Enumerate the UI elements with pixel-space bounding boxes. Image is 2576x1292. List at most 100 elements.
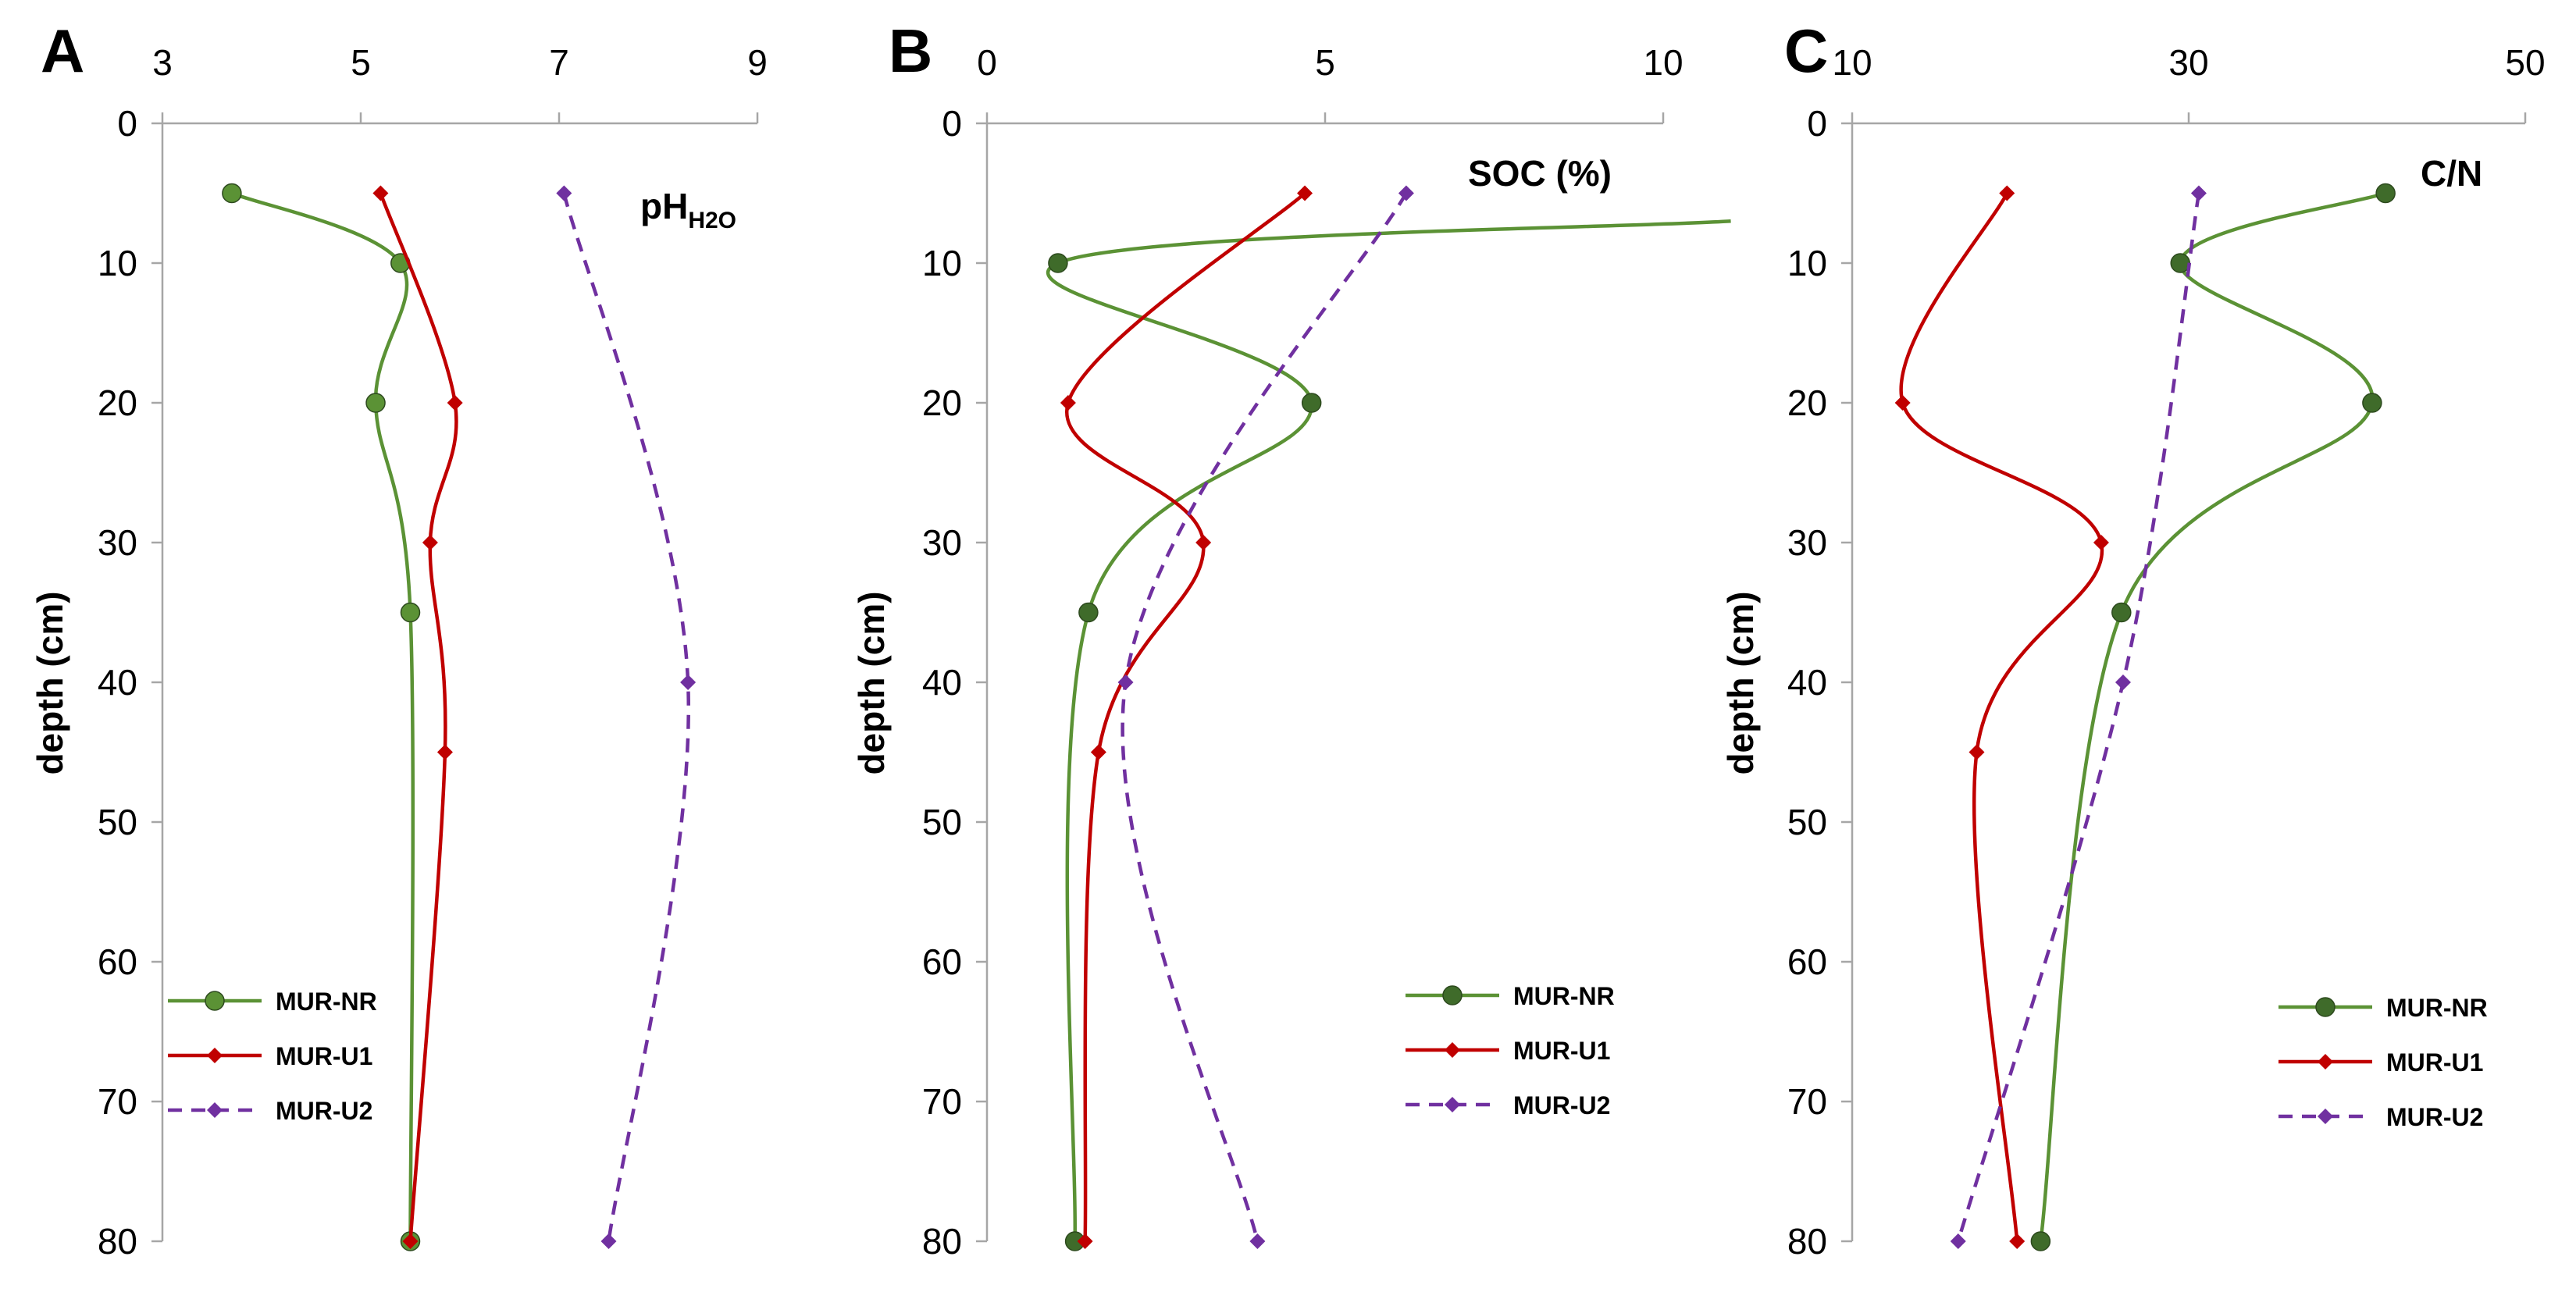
panel-b-x-tick-label: 10 — [1643, 42, 1683, 83]
panel-c-point-mur-u1 — [2009, 1233, 2026, 1249]
panel-a-point-mur-u2 — [680, 674, 697, 690]
panel-c-legend: MUR-NR MUR-U1 MUR-U2 — [2278, 994, 2488, 1131]
panel-c-y-tick-label: 20 — [1787, 383, 1827, 423]
panel-b-x-ticks: 0 5 10 — [977, 42, 1683, 123]
panel-b-axes — [985, 122, 1663, 1241]
panel-b-y-tick-label: 30 — [922, 522, 962, 563]
panel-c-x-tick-label: 50 — [2505, 42, 2545, 83]
panel-a-legend-label: MUR-U1 — [276, 1042, 372, 1070]
panel-a-point-mur-nr — [365, 393, 386, 413]
panel-b-legend-swatch-marker — [1445, 1042, 1460, 1058]
panel-b-line-mur-u2 — [1121, 192, 1408, 1242]
panel-a-point-mur-u1 — [436, 744, 453, 760]
panel-c-line-mur-nr — [2039, 191, 2386, 1242]
panel-c-legend-swatch-marker — [2318, 1109, 2333, 1124]
panel-a-point-mur-u1 — [422, 535, 438, 550]
panel-b-legend-swatch-marker — [1442, 985, 1463, 1005]
panel-a-y-tick-label: 0 — [117, 103, 137, 144]
panel-b-y-tick-label: 40 — [922, 662, 962, 703]
panel-b-line-mur-nr — [1046, 219, 1731, 1242]
panel-c-legend-label: MUR-NR — [2386, 994, 2488, 1022]
panel-c-point-mur-u1 — [2093, 535, 2109, 550]
panel-a-point-mur-nr — [400, 602, 421, 623]
panel-a-y-tick-label: 40 — [98, 662, 137, 703]
panel-c-point-mur-nr — [2030, 1231, 2051, 1251]
panel-a-point-mur-u1 — [447, 395, 463, 411]
panel-a-x-ticks: 3 5 7 9 — [152, 42, 768, 123]
panel-b-point-mur-nr — [1301, 393, 1322, 413]
panel-b-point-mur-u2 — [1249, 1233, 1266, 1249]
panel-c-letter: C — [1784, 16, 1828, 85]
panel-a-y-axis-label: depth (cm) — [30, 591, 70, 774]
panel-b-legend-swatch-marker — [1445, 1097, 1460, 1112]
panel-c-series — [1894, 183, 2396, 1251]
panel-b-soc: B depth (cm) 0 5 10 0 10 20 30 40 50 60 70 80 SOC … — [851, 16, 1731, 1262]
panel-b-point-mur-nr — [1078, 602, 1099, 623]
panel-c-y-tick-label: 0 — [1807, 103, 1827, 144]
panel-a-legend-swatch-marker — [207, 1048, 223, 1063]
panel-b-point-mur-u1 — [1077, 1233, 1093, 1249]
panel-a-title: pHH2O — [640, 186, 736, 233]
panel-c-point-mur-nr — [2375, 183, 2396, 204]
panel-a-title-main: pH — [640, 186, 688, 226]
panel-c-point-mur-nr — [2111, 602, 2132, 623]
panel-c-point-mur-u1 — [1894, 395, 1911, 411]
panel-a-legend-entry: MUR-U1 — [168, 1042, 372, 1070]
panel-b-point-mur-u2 — [1398, 185, 1414, 201]
panel-b-y-tick-label: 70 — [922, 1081, 962, 1122]
panel-b-x-tick-label: 0 — [977, 42, 997, 83]
panel-b-y-tick-label: 20 — [922, 383, 962, 423]
panel-c-legend-label: MUR-U2 — [2386, 1103, 2483, 1131]
panel-c-y-axis-label: depth (cm) — [1720, 591, 1761, 774]
panel-b-legend-entry: MUR-NR — [1406, 982, 1615, 1010]
panel-b-point-mur-u2 — [1117, 674, 1134, 690]
panel-a-line-mur-u2 — [562, 192, 690, 1242]
panel-a-ph: A depth (cm) 3 5 7 9 0 10 20 30 40 50 60 70 80 pHH2… — [30, 16, 768, 1262]
panel-b-x-tick-label: 5 — [1315, 42, 1335, 83]
panel-a-legend-entry: MUR-NR — [168, 988, 377, 1016]
panel-c-point-mur-u2 — [2115, 674, 2131, 690]
panel-c-point-mur-nr — [2362, 393, 2382, 413]
panel-c-x-tick-label: 30 — [2168, 42, 2208, 83]
panel-c-y-tick-label: 80 — [1787, 1221, 1827, 1262]
panel-b-legend-label: MUR-NR — [1513, 982, 1615, 1010]
panel-b-y-tick-label: 50 — [922, 802, 962, 842]
panel-b-legend-entry: MUR-U2 — [1406, 1091, 1610, 1119]
panel-b-point-mur-u1 — [1297, 185, 1313, 201]
panel-c-legend-entry: MUR-U2 — [2278, 1103, 2483, 1131]
panel-a-series — [222, 183, 697, 1251]
panel-a-y-tick-label: 70 — [98, 1081, 137, 1122]
panel-c-x-ticks: 10 30 50 — [1832, 42, 2546, 123]
panel-a-y-tick-label: 50 — [98, 802, 137, 842]
panel-a-legend: MUR-NR MUR-U1 MUR-U2 — [168, 988, 377, 1125]
panel-a-x-tick-label: 5 — [351, 42, 371, 83]
panel-b-y-tick-label: 60 — [922, 941, 962, 982]
panel-a-x-tick-label: 3 — [152, 42, 173, 83]
panel-a-y-tick-label: 30 — [98, 522, 137, 563]
panel-a-point-mur-u1 — [402, 1233, 419, 1249]
panel-a-point-mur-u2 — [600, 1233, 617, 1249]
panel-a-y-tick-label: 60 — [98, 941, 137, 982]
panel-b-point-mur-u1 — [1195, 535, 1212, 550]
panel-b-title: SOC (%) — [1468, 153, 1612, 194]
panel-a-x-tick-label: 9 — [747, 42, 768, 83]
panel-a-point-mur-u2 — [556, 185, 572, 201]
panel-b-letter: B — [889, 16, 932, 85]
panel-a-legend-entry: MUR-U2 — [168, 1097, 372, 1125]
panel-b-point-mur-u1 — [1090, 744, 1106, 760]
panel-b-y-ticks: 0 10 20 30 40 50 60 70 80 — [922, 103, 987, 1262]
panel-b-y-tick-label: 80 — [922, 1221, 962, 1262]
panel-c-y-tick-label: 10 — [1787, 243, 1827, 283]
panel-c-point-mur-u1 — [1969, 744, 1985, 760]
panel-c-legend-entry: MUR-U1 — [2278, 1048, 2483, 1077]
panel-a-title-subscript: H2O — [688, 208, 736, 233]
panel-a-y-tick-label: 10 — [98, 243, 137, 283]
panel-b-legend-label: MUR-U2 — [1513, 1091, 1610, 1119]
panel-b-y-tick-label: 10 — [922, 243, 962, 283]
panel-c-legend-swatch-marker — [2315, 997, 2336, 1017]
panel-a-x-tick-label: 7 — [549, 42, 569, 83]
panel-a-line-mur-nr — [231, 191, 415, 1242]
panel-c-x-tick-label: 10 — [1832, 42, 1872, 83]
